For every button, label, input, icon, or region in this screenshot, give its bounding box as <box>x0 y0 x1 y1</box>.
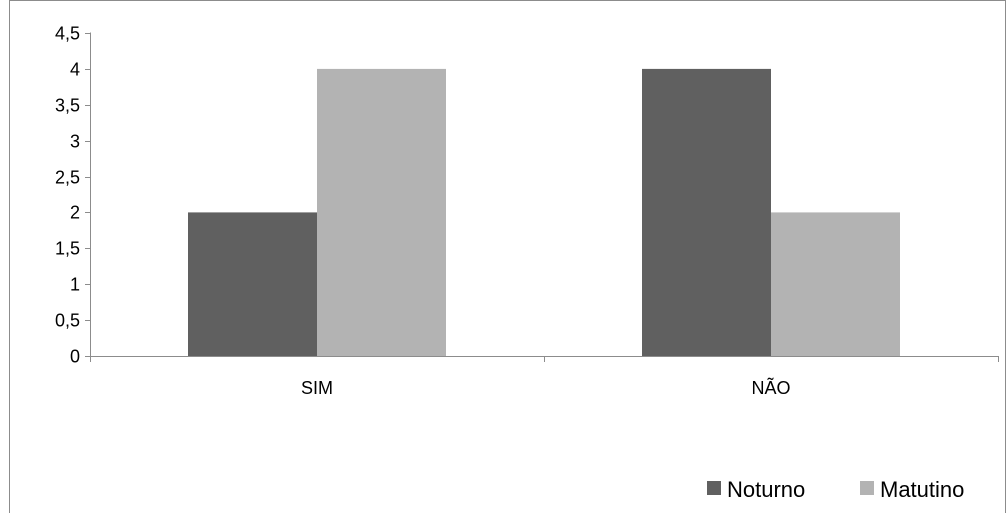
axes-layer: 0 0,5 1 1,5 2 2,5 3 3,5 4 4,5 SIM NÃO <box>55 24 999 398</box>
bar-noturno-1 <box>642 68 771 357</box>
legend-label-noturno: Noturno <box>727 477 805 502</box>
x-tick-label: SIM <box>301 378 333 398</box>
y-tick-label: 4,5 <box>55 24 80 44</box>
bar-matutino-1 <box>771 212 900 356</box>
legend-swatch-matutino <box>860 481 874 495</box>
y-tick-label: 4 <box>70 60 80 80</box>
bar-matutino-0 <box>317 68 446 357</box>
y-tick-label: 3 <box>70 132 80 152</box>
y-tick-label: 0,5 <box>55 311 80 331</box>
y-tick-label: 3,5 <box>55 96 80 116</box>
legend-swatch-noturno <box>707 481 721 495</box>
bar-noturno-0 <box>188 212 317 356</box>
x-tick-label: NÃO <box>751 377 790 398</box>
y-tick-label: 2 <box>70 203 80 223</box>
bars-layer <box>188 68 900 357</box>
y-tick-label: 2,5 <box>55 168 80 188</box>
legend-label-matutino: Matutino <box>880 477 964 502</box>
legend: Noturno Matutino <box>707 477 964 502</box>
y-tick-label: 0 <box>70 347 80 367</box>
y-tick-label: 1,5 <box>55 239 80 259</box>
y-tick-label: 1 <box>70 275 80 295</box>
